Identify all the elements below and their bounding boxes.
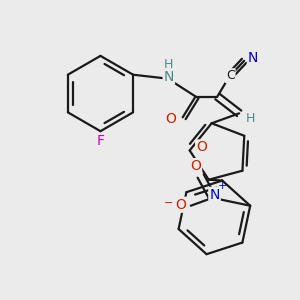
Text: N: N (209, 188, 220, 202)
Text: H: H (164, 58, 173, 71)
Text: F: F (97, 134, 104, 148)
Text: H: H (245, 112, 255, 125)
Text: −: − (164, 198, 174, 208)
Text: O: O (196, 140, 207, 154)
Text: +: + (218, 181, 227, 191)
Text: O: O (176, 198, 186, 212)
Text: C: C (226, 69, 235, 82)
Text: N: N (248, 51, 258, 65)
Text: N: N (164, 70, 174, 84)
Text: O: O (190, 159, 201, 173)
Text: O: O (165, 112, 176, 126)
